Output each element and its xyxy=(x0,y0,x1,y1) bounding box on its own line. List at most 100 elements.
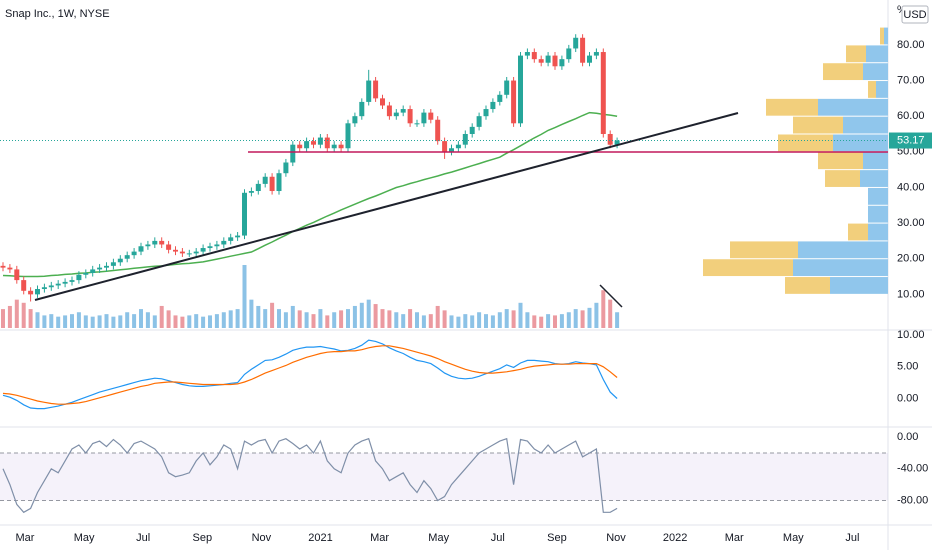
candle-body xyxy=(607,133,613,145)
x-tick-label: 2022 xyxy=(663,532,687,544)
candle-body xyxy=(331,144,337,149)
trend-line xyxy=(599,284,623,308)
candle-body xyxy=(69,280,75,282)
x-tick-label: Sep xyxy=(193,532,213,544)
candle-body xyxy=(483,109,489,117)
x-tick-label: Sep xyxy=(547,532,567,544)
candle-body xyxy=(48,285,54,288)
volume-bar xyxy=(594,302,599,328)
currency-box[interactable] xyxy=(901,5,929,24)
x-tick-label: Nov xyxy=(606,532,626,544)
volume-bar xyxy=(159,305,164,328)
currency-label[interactable]: USD xyxy=(903,9,926,21)
volume-bar xyxy=(28,309,33,328)
candle-body xyxy=(138,246,144,252)
candle-body xyxy=(524,52,530,56)
candle-body xyxy=(290,144,296,163)
volume-bar xyxy=(587,307,592,328)
volume-bar xyxy=(270,302,275,328)
volume-bar xyxy=(359,302,364,328)
volume-bar xyxy=(145,312,150,328)
profile-up xyxy=(793,259,888,277)
volume-bar xyxy=(401,314,406,328)
y-tick-label: 10.00 xyxy=(897,288,925,300)
candle-body xyxy=(124,255,130,259)
volume-bar xyxy=(1,309,5,328)
volume-bar xyxy=(256,305,261,328)
candle-body xyxy=(373,80,379,99)
candle-body xyxy=(587,55,592,63)
candle-body xyxy=(393,112,399,117)
x-tick-label: May xyxy=(428,532,449,544)
volume-bar xyxy=(290,305,295,328)
volume-bar xyxy=(497,312,502,328)
candle-body xyxy=(317,137,323,145)
volume-bar xyxy=(608,299,613,328)
candle-body xyxy=(511,80,517,124)
volume-bar xyxy=(318,309,323,328)
profile-up xyxy=(818,98,888,116)
candle-body xyxy=(366,80,372,102)
x-tick-label: Jul xyxy=(491,532,505,544)
x-tick-label: Jul xyxy=(845,532,859,544)
candle-body xyxy=(449,148,454,152)
volume-bar xyxy=(339,310,344,328)
volume-bar xyxy=(42,315,47,328)
volume-bar xyxy=(277,309,281,328)
volume-bar xyxy=(442,310,447,328)
candle-body xyxy=(83,272,89,275)
level-band xyxy=(0,452,888,501)
profile-down xyxy=(793,116,843,134)
volume-bar xyxy=(263,309,268,328)
profile-down xyxy=(703,259,793,277)
profile-up xyxy=(863,152,888,170)
candle-body xyxy=(435,119,441,142)
candle-body xyxy=(0,265,6,268)
profile-down xyxy=(730,241,798,259)
volume-bar xyxy=(90,316,95,328)
volume-bar xyxy=(325,315,330,328)
volume-bar xyxy=(408,309,413,328)
profile-up xyxy=(860,170,888,187)
candle-body xyxy=(97,267,103,270)
candle-body xyxy=(131,251,137,256)
volume-bar xyxy=(490,315,495,328)
candle-body xyxy=(276,173,282,192)
candle-body xyxy=(117,258,123,263)
volume-bar xyxy=(504,309,509,328)
candle-body xyxy=(262,176,268,184)
candle-body xyxy=(538,59,544,63)
y-tick-label: 10.00 xyxy=(897,329,925,341)
profile-up xyxy=(863,63,888,81)
profile-down xyxy=(766,98,818,116)
candle-body xyxy=(145,244,151,247)
profile-up xyxy=(798,241,888,259)
macd-line xyxy=(2,339,618,410)
volume-bar xyxy=(532,315,537,328)
y-tick-label: 0.00 xyxy=(897,431,918,443)
volume-bar xyxy=(63,315,68,328)
volume-bar xyxy=(615,312,620,328)
volume-bar xyxy=(394,312,399,328)
candle-body xyxy=(324,137,330,149)
profile-up xyxy=(868,223,888,241)
candle-body xyxy=(186,253,192,255)
candle-body xyxy=(159,240,165,245)
candle-body xyxy=(497,94,503,102)
volume-bar xyxy=(428,314,433,328)
moving-average xyxy=(2,111,618,278)
candle-body xyxy=(614,140,620,145)
profile-up xyxy=(868,187,888,205)
candle-body xyxy=(104,265,109,268)
volume-bar xyxy=(566,312,571,328)
volume-bar xyxy=(214,314,219,328)
volume-bar xyxy=(573,309,578,328)
volume-bar xyxy=(187,315,192,328)
candle-body xyxy=(476,116,482,127)
candle-body xyxy=(386,105,392,117)
candle-body xyxy=(414,123,420,125)
volume-bar xyxy=(201,316,206,328)
x-tick-label: May xyxy=(74,532,95,544)
volume-bar xyxy=(180,316,185,328)
